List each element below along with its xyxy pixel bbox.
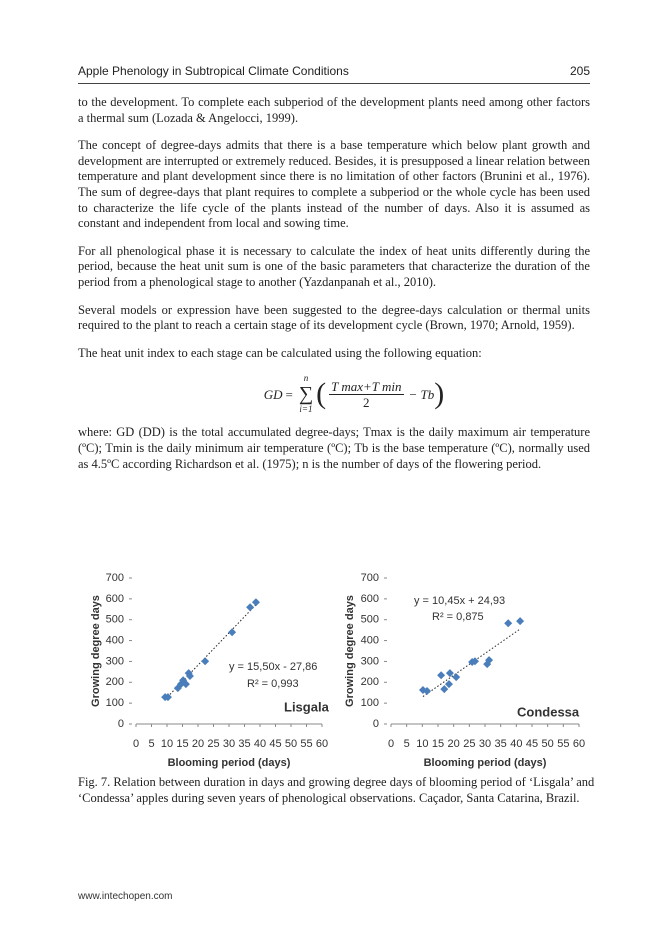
data-point xyxy=(445,669,454,678)
x-axis-label: Blooming period (days) xyxy=(168,757,291,769)
y-tick-label: 300 xyxy=(106,655,124,667)
data-point xyxy=(452,673,461,682)
y-tick-label: 200 xyxy=(106,676,124,688)
x-tick-label: 55 xyxy=(557,738,569,750)
paragraph: The concept of degree-days admits that t… xyxy=(78,138,590,231)
paragraph: where: GD (DD) is the total accumulated … xyxy=(78,425,590,471)
eq-open: ( xyxy=(316,377,327,411)
data-point xyxy=(201,657,210,666)
x-tick-label: 25 xyxy=(463,738,475,750)
x-tick-label: 25 xyxy=(207,738,219,750)
x-tick-label: 10 xyxy=(161,738,173,750)
running-title: Apple Phenology in Subtropical Climate C… xyxy=(78,64,349,78)
x-tick-label: 30 xyxy=(479,738,491,750)
data-point xyxy=(516,617,525,626)
data-point xyxy=(228,628,237,637)
r-squared: R² = 0,875 xyxy=(432,611,484,623)
x-tick-label: 40 xyxy=(510,738,522,750)
x-tick-label: 15 xyxy=(432,738,444,750)
y-tick-label: 100 xyxy=(361,697,379,709)
eq-sum-upper: n xyxy=(303,373,309,384)
x-tick-label: 40 xyxy=(254,738,266,750)
y-tick-label: 700 xyxy=(106,572,124,584)
x-tick-label: 20 xyxy=(448,738,460,750)
y-axis-label: Growing degree days xyxy=(90,595,102,707)
x-tick-label: 50 xyxy=(542,738,554,750)
y-tick-label: 300 xyxy=(361,655,379,667)
x-tick-label: 50 xyxy=(285,738,297,750)
paragraph: For all phenological phase it is necessa… xyxy=(78,243,590,289)
eq-lhs: GD xyxy=(263,386,283,402)
header-rule xyxy=(78,83,590,84)
y-tick-label: 500 xyxy=(106,614,124,626)
data-point xyxy=(485,656,494,665)
equation: GD = n ∑ i=1 ( T max+T min 2 − Tb ) xyxy=(118,373,590,415)
body-text: to the development. To complete each sub… xyxy=(78,95,590,484)
x-tick-label: 5 xyxy=(404,738,410,750)
figure-caption: Fig. 7. Relation between duration in day… xyxy=(78,775,595,805)
data-point xyxy=(251,598,260,607)
y-tick-label: 400 xyxy=(361,634,379,646)
eq-sigma: ∑ xyxy=(298,383,314,406)
trend-equation: y = 15,50x - 27,86 xyxy=(229,661,317,673)
y-tick-label: 400 xyxy=(106,634,124,646)
y-tick-label: 500 xyxy=(361,614,379,626)
eq-sum-lower: i=1 xyxy=(299,404,313,415)
y-tick-label: 200 xyxy=(361,676,379,688)
eq-sum: n ∑ i=1 xyxy=(299,373,313,415)
x-tick-label: 35 xyxy=(495,738,507,750)
data-point xyxy=(163,693,172,702)
data-point xyxy=(504,619,513,628)
y-tick-label: 0 xyxy=(118,718,124,730)
x-tick-label: 15 xyxy=(176,738,188,750)
x-tick-label: 45 xyxy=(269,738,281,750)
data-point xyxy=(184,669,193,678)
data-point xyxy=(470,657,479,666)
eq-close: ) xyxy=(434,377,445,411)
y-axis-label: Growing degree days xyxy=(344,595,356,707)
x-tick-label: 10 xyxy=(416,738,428,750)
x-tick-label: 60 xyxy=(316,738,328,750)
paragraph: The heat unit index to each stage can be… xyxy=(78,345,482,360)
y-tick-label: 600 xyxy=(361,593,379,605)
series-name: Lisgala xyxy=(284,699,330,714)
data-point xyxy=(440,685,449,694)
eq-numerator: T max+T min xyxy=(329,378,404,395)
page-number: 205 xyxy=(569,64,590,78)
x-tick-label: 60 xyxy=(573,738,585,750)
x-tick-label: 5 xyxy=(148,738,154,750)
x-axis-label: Blooming period (days) xyxy=(424,757,547,769)
x-tick-label: 30 xyxy=(223,738,235,750)
x-tick-label: 20 xyxy=(192,738,204,750)
data-point xyxy=(246,603,255,612)
series-name: Condessa xyxy=(517,704,580,719)
data-point xyxy=(181,680,190,689)
paragraph: to the development. To complete each sub… xyxy=(78,95,590,125)
x-tick-label: 35 xyxy=(238,738,250,750)
data-point xyxy=(437,671,446,680)
trend-line xyxy=(422,628,521,697)
y-tick-label: 700 xyxy=(361,572,379,584)
y-tick-label: 100 xyxy=(106,697,124,709)
x-tick-label: 0 xyxy=(133,738,139,750)
trend-equation: y = 10,45x + 24,93 xyxy=(414,595,505,607)
eq-tail: − Tb xyxy=(408,386,435,402)
footer: www.intechopen.com xyxy=(78,891,173,902)
data-point xyxy=(423,687,432,696)
x-tick-label: 0 xyxy=(388,738,394,750)
x-tick-label: 55 xyxy=(300,738,312,750)
paragraph: Several models or expression have been s… xyxy=(78,302,590,333)
y-tick-label: 600 xyxy=(106,593,124,605)
x-tick-label: 45 xyxy=(526,738,538,750)
eq-fraction: T max+T min 2 xyxy=(329,378,404,410)
eq-equals: = xyxy=(285,386,293,402)
y-tick-label: 0 xyxy=(373,718,379,730)
eq-denominator: 2 xyxy=(363,394,370,410)
r-squared: R² = 0,993 xyxy=(247,678,299,690)
data-point xyxy=(444,680,453,689)
